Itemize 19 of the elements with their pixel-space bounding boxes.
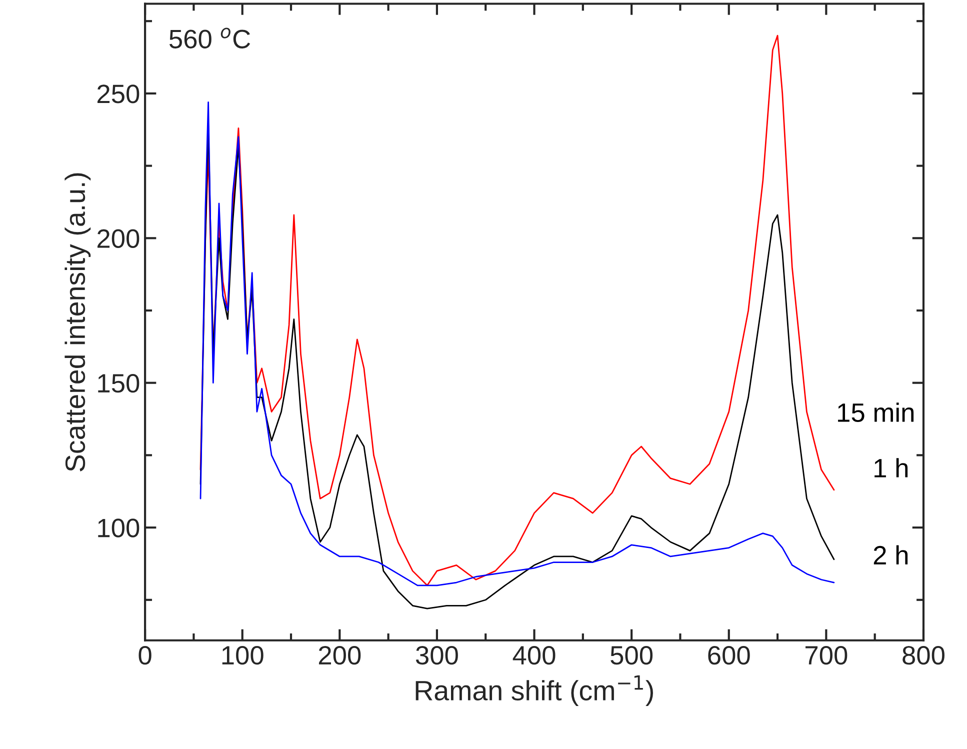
y-axis-title: Scattered intensity (a.u.) [64,173,91,472]
y-tick-label: 100 [98,518,140,538]
x-tick-label: 100 [222,646,264,665]
x-tick-label: 0 [138,646,152,665]
text: 1 h [874,458,908,478]
x-tick-label: 800 [902,646,944,665]
series-label: 2 h [874,545,908,564]
y-tick-label: 150 [98,374,140,393]
x-tick-label: 700 [806,646,848,665]
y-tick-label: 250 [97,84,140,104]
annotation: 560 $^{o}$C [169,28,250,48]
x-tick-label: 300 [416,646,458,665]
x-axis-title: Raman shift (cm$^{−1}$) [416,675,653,706]
y-tick-label: 200 [97,229,140,248]
x-tick-label: 400 [512,646,556,665]
series-label: 15 min [838,402,914,422]
x-tick-label: 200 [318,646,361,665]
x-tick-label: 600 [708,646,750,665]
x-tick-label: 500 [610,646,653,665]
